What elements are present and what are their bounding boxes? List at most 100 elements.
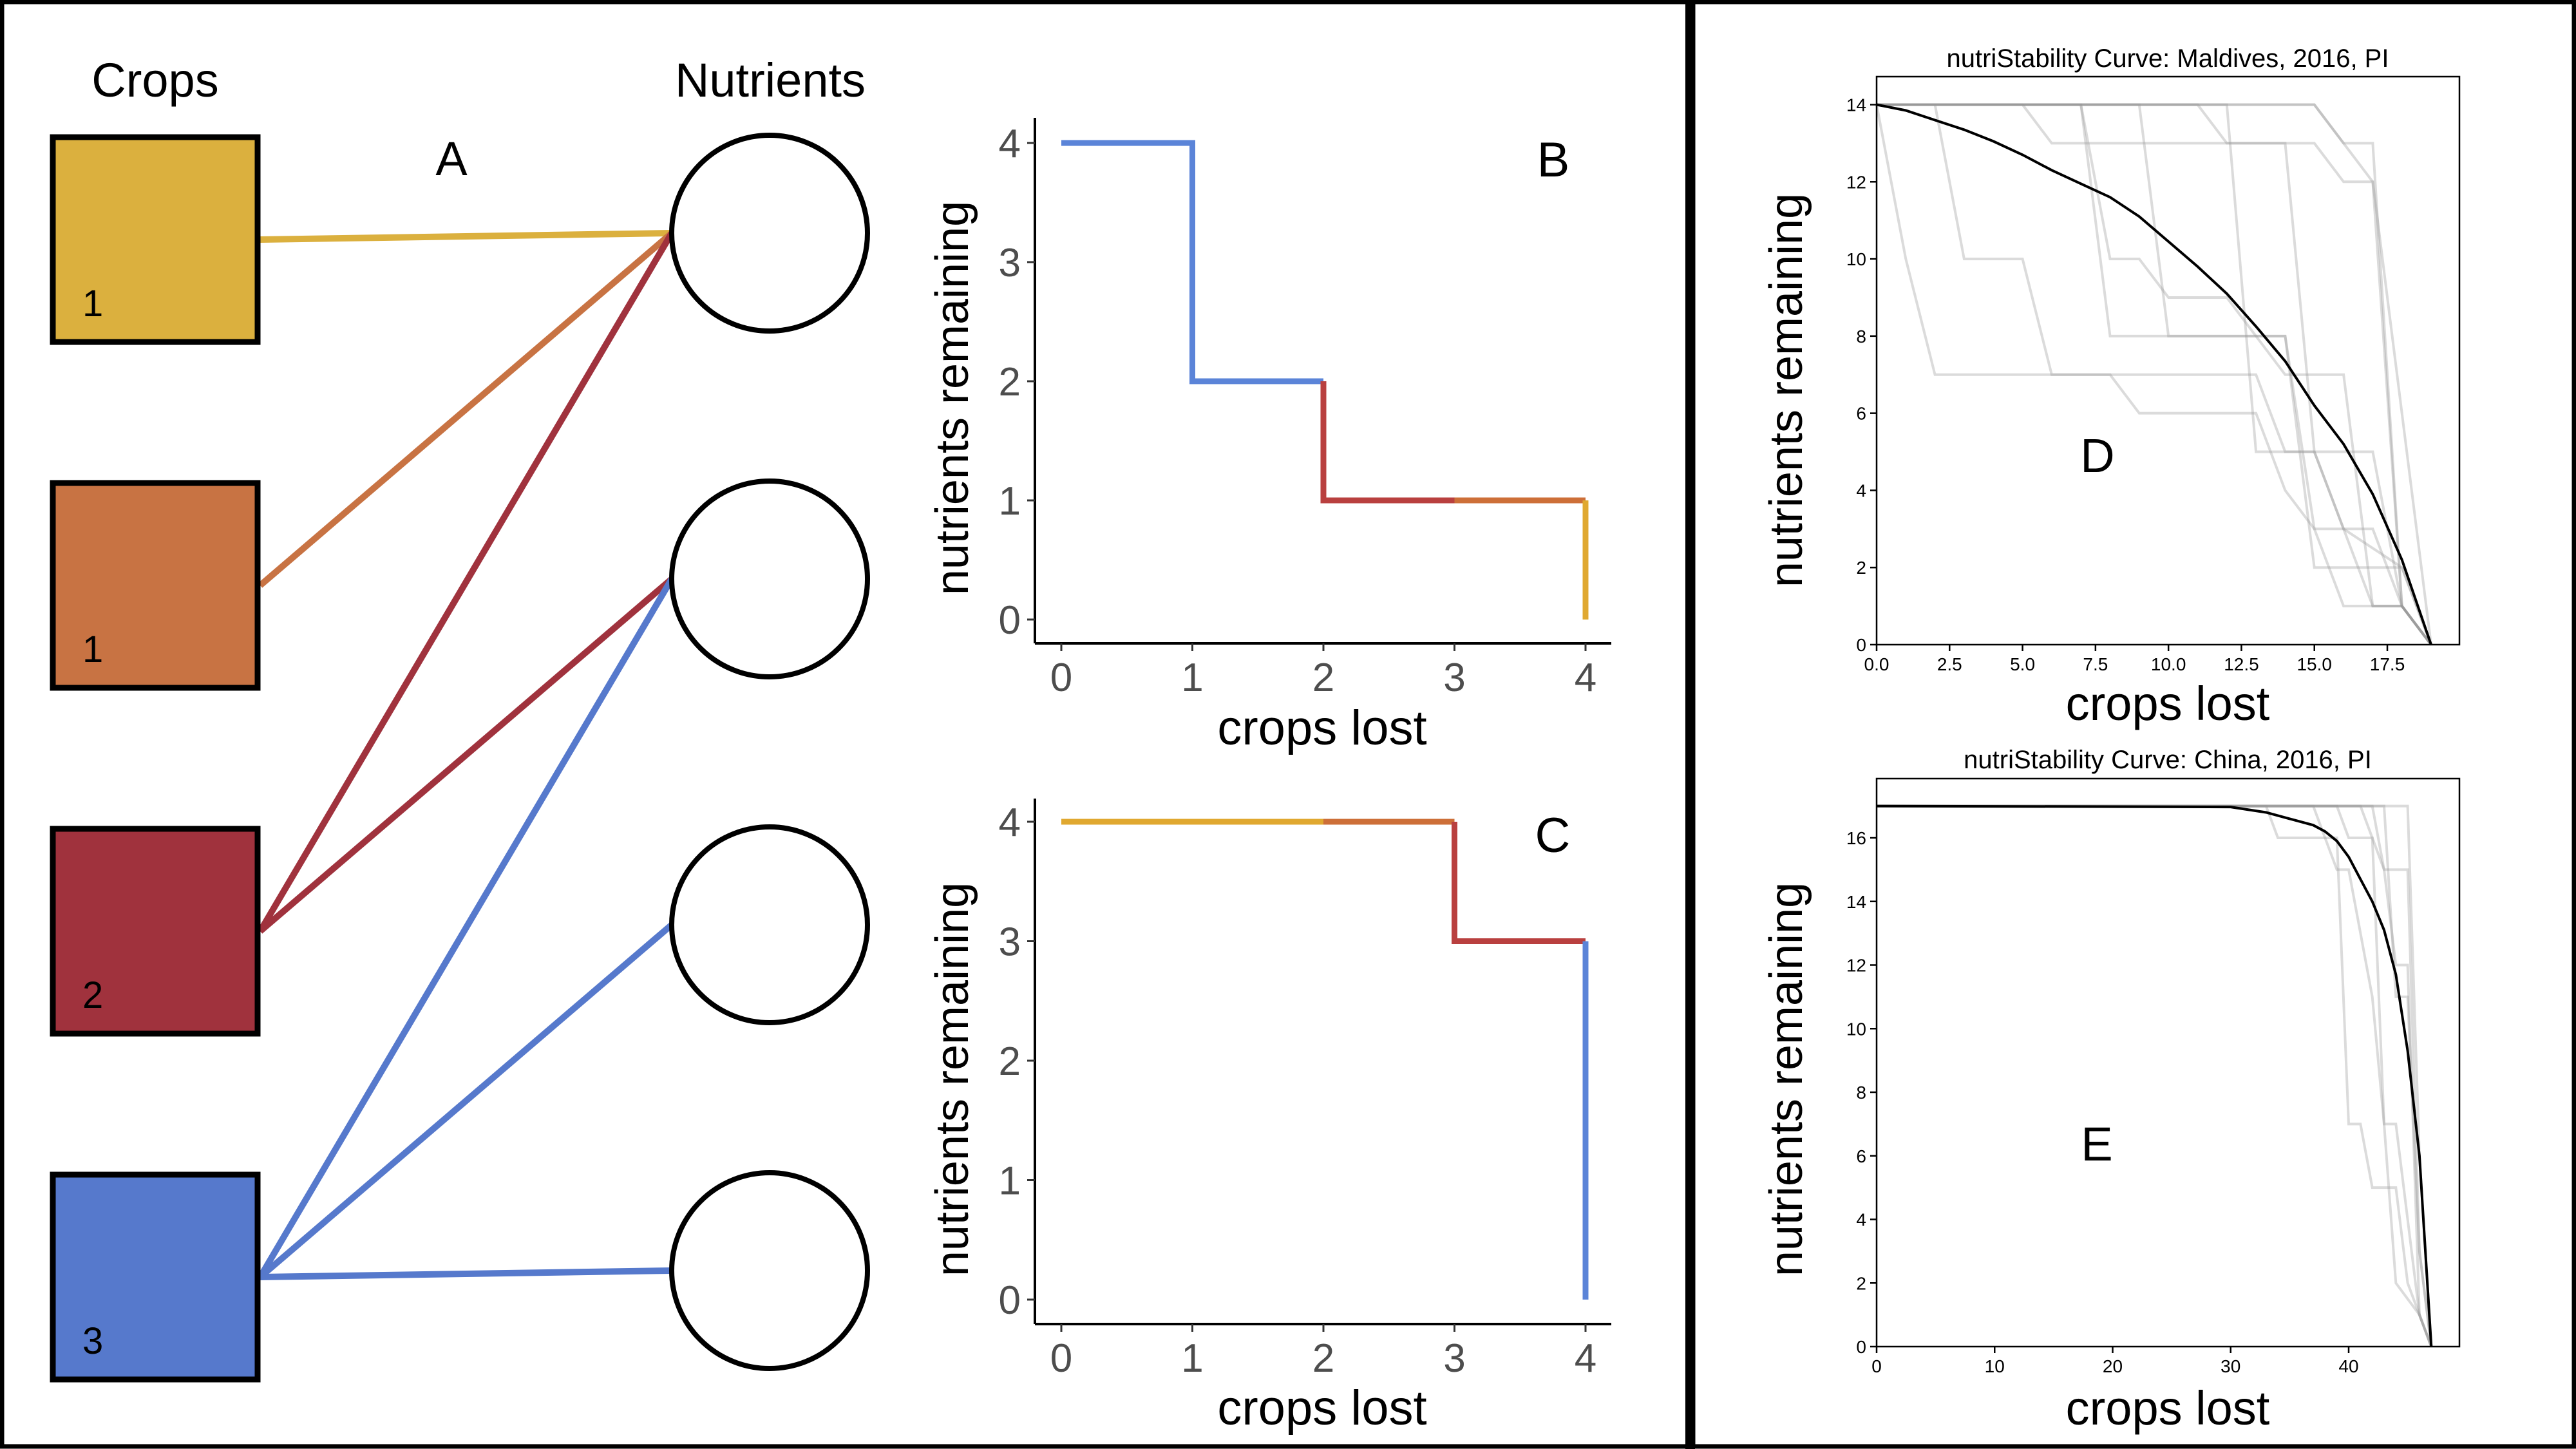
x-tick-label: 20 [2103,1356,2123,1376]
y-axis-label: nutrients remaining [1761,882,1812,1276]
y-axis-label: nutrients remaining [927,882,978,1276]
y-tick-label: 6 [1856,404,1866,424]
x-tick-label: 7.5 [2083,654,2108,674]
trial-curve [1877,804,2433,1347]
step-series-line [1061,140,1323,384]
trial-curve [1877,804,2433,1347]
x-tick-label: 30 [2221,1356,2240,1376]
trial-curve [1877,103,2432,646]
step-series-line [1320,381,1455,504]
trial-curve [1877,103,2432,646]
panel-label: B [1537,133,1570,187]
crop-node-label: 1 [82,629,103,670]
x-tick-label: 4 [1575,1336,1596,1381]
y-tick-label: 14 [1846,95,1866,115]
y-tick-label: 3 [999,241,1021,285]
y-tick-label: 16 [1846,828,1866,848]
trial-curve [1875,104,2432,646]
x-tick-label: 3 [1443,656,1465,700]
x-axis-label: crops lost [2066,677,2270,730]
chart-panel-d: nutriStability Curve: Maldives, 2016, PI… [1761,44,2461,730]
panel-label: C [1535,808,1571,863]
y-tick-label: 8 [1856,1083,1866,1103]
trial-curve [1877,103,2432,646]
y-axis-label: nutrients remaining [927,201,978,595]
x-tick-label: 40 [2338,1356,2358,1376]
y-tick-label: 1 [999,479,1021,524]
x-tick-label: 0 [1050,656,1072,700]
crop-node-label: 1 [82,283,103,325]
x-tick-label: 0.0 [1864,654,1889,674]
crop-node [50,1171,261,1383]
chart-panel-c: 0 1 2 3 4 0 1 2 3 4 crops lost nutrients remaining C [927,799,1611,1435]
y-tick-label: 4 [999,800,1021,845]
crops-heading: Crops [91,53,218,107]
x-axis-label: crops lost [1217,701,1426,755]
nutrient-node [669,133,870,334]
chart-title: nutriStability Curve: Maldives, 2016, PI [1947,44,2389,73]
crop-node-label: 3 [82,1320,103,1362]
trial-curve [1877,103,2432,645]
x-tick-label: 15.0 [2297,654,2332,674]
y-tick-label: 4 [1856,1210,1866,1230]
right-panel-frame [1690,0,2576,1449]
x-tick-label: 1 [1181,656,1203,700]
crop-nutrient-edge [258,231,674,588]
trial-curve [1877,804,2433,1347]
y-tick-label: 8 [1856,327,1866,346]
crop-node [50,480,261,691]
trial-curve [1877,103,2432,646]
x-tick-label: 0 [1871,1356,1882,1376]
y-tick-label: 14 [1846,892,1866,912]
x-tick-label: 2.5 [1937,654,1962,674]
x-axis-label: crops lost [2066,1381,2270,1435]
nutrient-node [669,1170,870,1371]
y-tick-label: 1 [999,1159,1021,1204]
nutrient-node [669,824,870,1025]
x-tick-label: 1 [1181,1336,1203,1381]
panel-a-diagram: Crops Nutrients A 1 1 2 3 [50,53,870,1383]
crop-node [50,826,261,1037]
trial-curve [1877,103,2432,646]
y-tick-label: 2 [999,1039,1021,1084]
panel-label-a: A [435,132,468,185]
y-tick-label: 12 [1846,956,1866,976]
x-tick-label: 5.0 [2010,654,2035,674]
x-tick-label: 12.5 [2224,654,2259,674]
y-tick-label: 0 [999,598,1021,643]
nutrient-node [669,478,870,679]
crop-nutrient-edge [258,922,674,1280]
trial-curve [1877,103,2432,645]
x-tick-label: 10 [1985,1356,2005,1376]
y-tick-label: 6 [1856,1146,1866,1166]
y-tick-label: 0 [1856,1337,1866,1357]
y-tick-label: 0 [1856,635,1866,655]
panel-label: E [2081,1117,2112,1171]
trial-curve [1877,804,2433,1347]
x-tick-label: 17.5 [2370,654,2405,674]
plot-frame [1875,777,2461,1348]
trial-curve [1877,103,2432,645]
crop-nutrient-edge [257,577,675,1279]
crop-nutrient-edge [258,576,674,934]
step-series-line [1452,822,1586,944]
x-axis-label: crops lost [1217,1381,1426,1435]
y-tick-label: 3 [999,920,1021,965]
crop-nutrient-edge [257,231,675,933]
x-tick-label: 0 [1050,1336,1072,1381]
y-tick-label: 2 [1856,1273,1866,1293]
panel-label: D [2080,429,2114,482]
crop-node [50,134,261,345]
x-tick-label: 4 [1575,656,1596,700]
x-tick-label: 3 [1443,1336,1465,1381]
y-tick-label: 10 [1846,1019,1866,1039]
y-tick-label: 10 [1846,249,1866,269]
trial-curve [1877,103,2432,646]
trial-curve [1877,804,2433,1347]
crop-nutrient-edge [260,230,672,243]
crop-node-label: 2 [82,974,103,1016]
x-tick-label: 10.0 [2151,654,2186,674]
